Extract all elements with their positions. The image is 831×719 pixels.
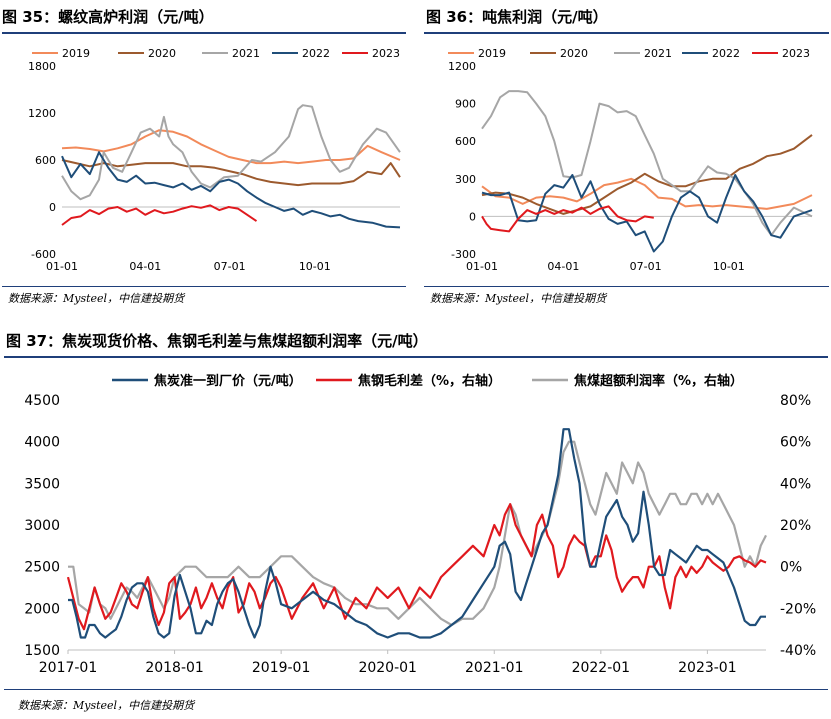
legend-label-2022: 2022 [712, 47, 740, 60]
legend-label-2021: 2021 [644, 47, 672, 60]
x-tick-label: 2019-01 [252, 660, 311, 676]
left-y-tick-label: 3000 [24, 518, 60, 534]
y-tick-label: 1200 [28, 107, 56, 120]
fig37-chart: 焦炭准一到厂价（元/吨） 焦钢毛利差（%，右轴） 焦煤超额利润率（%，右轴） 4500… [24, 373, 816, 676]
legend-label-2023: 2023 [372, 47, 400, 60]
series-line-2023 [481, 205, 654, 233]
fig37-title: 图 37：焦炭现货价格、焦钢毛利差与焦煤超额利润率（元/吨） [6, 332, 428, 350]
legend-label-2019: 2019 [478, 47, 506, 60]
right-y-tick-label: 20% [780, 518, 811, 534]
x-tick-label: 2020-01 [358, 660, 417, 676]
right-y-tick-label: -20% [780, 601, 816, 617]
x-tick-label: 2017-01 [39, 660, 98, 676]
fig35-chart: 2019 2020 2021 2022 2023 1800 1200 600 0 -60001-0… [28, 47, 401, 273]
series-line-2021 [481, 90, 813, 237]
left-y-tick-label: 2500 [24, 560, 60, 576]
series-line-0 [68, 428, 766, 639]
left-y-tick-label: 3500 [24, 476, 60, 492]
fig36-source: 数据来源：Mysteel，中信建投期货 [430, 292, 607, 305]
fig36-title: 图 36：吨焦利润（元/吨） [426, 8, 608, 26]
x-tick-label: 07-01 [630, 260, 662, 273]
fig36-chart: 2019 2020 2021 2022 2023 1200 900 600 300 0 -30001… [448, 47, 813, 273]
fig36-title-rule [424, 32, 829, 34]
y-tick-label: 600 [455, 135, 476, 148]
series-line-2019 [61, 129, 401, 165]
x-tick-label: 10-01 [713, 260, 745, 273]
x-tick-label: 2021-01 [465, 660, 524, 676]
series-line-2 [68, 440, 767, 627]
series-line-2021 [61, 104, 401, 201]
right-y-tick-label: 60% [780, 435, 811, 451]
series-line-1 [66, 503, 767, 631]
legend-label-2: 焦煤超额利润率（%，右轴） [573, 373, 743, 389]
y-tick-label: -600 [31, 248, 56, 261]
legend-label-2019: 2019 [62, 47, 90, 60]
fig35-title: 图 35：螺纹高炉利润（元/吨） [2, 8, 214, 26]
x-tick-label: 10-01 [299, 260, 331, 273]
y-tick-label: 1200 [448, 60, 476, 73]
y-tick-label: 1800 [28, 60, 56, 73]
left-y-tick-label: 4000 [24, 435, 60, 451]
legend-label-2020: 2020 [560, 47, 588, 60]
legend-label-1: 焦钢毛利差（%，右轴） [357, 373, 501, 389]
series-line-2023 [61, 204, 258, 226]
x-tick-label: 2023-01 [678, 660, 737, 676]
right-y-tick-label: -40% [780, 643, 816, 659]
fig37-title-rule [4, 356, 828, 358]
series-line-2019 [481, 177, 813, 210]
y-tick-label: -300 [451, 248, 476, 261]
series-line-2022 [61, 151, 401, 229]
legend-label-2021: 2021 [232, 47, 260, 60]
y-tick-label: 600 [35, 154, 56, 167]
fig36-bottom-rule [424, 286, 829, 287]
right-y-tick-label: 40% [780, 476, 811, 492]
right-y-tick-label: 80% [780, 393, 811, 409]
fig35-bottom-rule [2, 286, 406, 287]
left-y-tick-label: 2000 [24, 601, 60, 617]
fig35-title-rule [2, 32, 406, 34]
legend-label-0: 焦炭准一到厂价（元/吨） [153, 373, 302, 389]
x-tick-label: 07-01 [214, 260, 246, 273]
x-tick-label: 2022-01 [572, 660, 631, 676]
fig37-source: 数据来源：Mysteel，中信建投期货 [18, 699, 195, 712]
left-y-tick-label: 4500 [24, 393, 60, 409]
x-tick-label: 01-01 [46, 260, 78, 273]
series-line-2020 [61, 159, 401, 187]
fig37-bottom-rule [4, 689, 828, 690]
x-tick-label: 2018-01 [145, 660, 204, 676]
y-tick-label: 0 [49, 201, 56, 214]
right-y-tick-label: 0% [780, 560, 802, 576]
x-tick-label: 04-01 [547, 260, 579, 273]
legend-label-2023: 2023 [782, 47, 810, 60]
y-tick-label: 900 [455, 98, 476, 111]
y-tick-label: 300 [455, 173, 476, 186]
y-tick-label: 0 [469, 210, 476, 223]
left-y-tick-label: 1500 [24, 643, 60, 659]
x-tick-label: 01-01 [466, 260, 498, 273]
legend-label-2022: 2022 [302, 47, 330, 60]
fig35-source: 数据来源：Mysteel，中信建投期货 [8, 292, 185, 305]
series-line-2020 [481, 134, 813, 215]
legend-label-2020: 2020 [148, 47, 176, 60]
x-tick-label: 04-01 [129, 260, 161, 273]
series-line-2022 [481, 174, 813, 253]
